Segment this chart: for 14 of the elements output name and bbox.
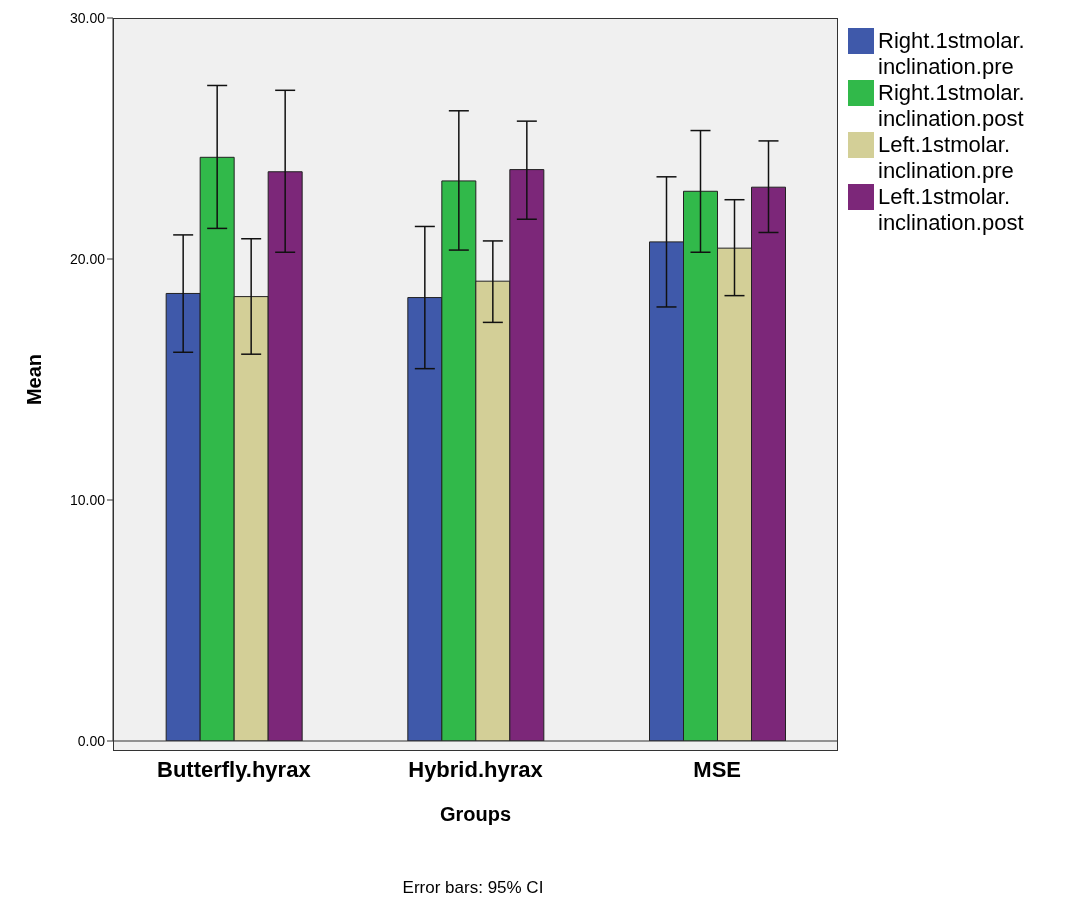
y-tick-label: 0.00 [77, 732, 106, 749]
x-tick-label: MSE [693, 756, 742, 782]
legend-label: Right.1stmolar.inclination.post [878, 80, 1026, 132]
y-tick-label: 30.00 [69, 9, 106, 26]
text: Error bars: 95% CI [401, 878, 545, 898]
x-axis-title: Groups [439, 803, 512, 825]
legend-label: Left.1stmolar.inclination.pre [878, 132, 1015, 184]
y-tick-label: 20.00 [69, 250, 106, 267]
legend-label: Left.1stmolar.inclination.post [878, 184, 1025, 236]
legend-label: Right.1stmolar.inclination.pre [878, 28, 1026, 80]
y-axis-title: Mean [23, 353, 46, 406]
y-tick-label: 10.00 [69, 491, 106, 508]
x-tick-label: Butterfly.hyrax [157, 756, 312, 782]
x-tick-label: Hybrid.hyrax [408, 756, 544, 782]
